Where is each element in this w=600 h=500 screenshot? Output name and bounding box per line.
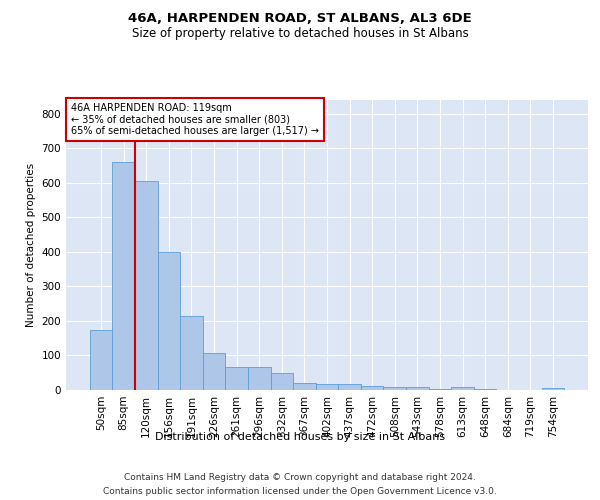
Bar	[90, 330, 112, 390]
Bar	[180, 316, 203, 390]
Bar	[293, 384, 316, 390]
Bar	[271, 373, 293, 390]
Text: 46A HARPENDEN ROAD: 119sqm
← 35% of detached houses are smaller (803)
65% of sem: 46A HARPENDEN ROAD: 119sqm ← 35% of deta…	[71, 103, 319, 136]
Bar	[203, 352, 226, 390]
Bar	[428, 389, 451, 390]
Bar	[451, 387, 474, 390]
Bar	[406, 387, 428, 390]
Y-axis label: Number of detached properties: Number of detached properties	[26, 163, 36, 327]
Bar	[135, 181, 158, 390]
Text: Contains HM Land Registry data © Crown copyright and database right 2024.: Contains HM Land Registry data © Crown c…	[124, 472, 476, 482]
Bar	[361, 386, 383, 390]
Bar	[383, 387, 406, 390]
Text: 46A, HARPENDEN ROAD, ST ALBANS, AL3 6DE: 46A, HARPENDEN ROAD, ST ALBANS, AL3 6DE	[128, 12, 472, 26]
Bar	[316, 384, 338, 390]
Text: Size of property relative to detached houses in St Albans: Size of property relative to detached ho…	[131, 28, 469, 40]
Bar	[542, 388, 564, 390]
Bar	[112, 162, 135, 390]
Text: Contains public sector information licensed under the Open Government Licence v3: Contains public sector information licen…	[103, 488, 497, 496]
Bar	[226, 367, 248, 390]
Bar	[338, 384, 361, 390]
Text: Distribution of detached houses by size in St Albans: Distribution of detached houses by size …	[155, 432, 445, 442]
Bar	[158, 252, 180, 390]
Bar	[248, 367, 271, 390]
